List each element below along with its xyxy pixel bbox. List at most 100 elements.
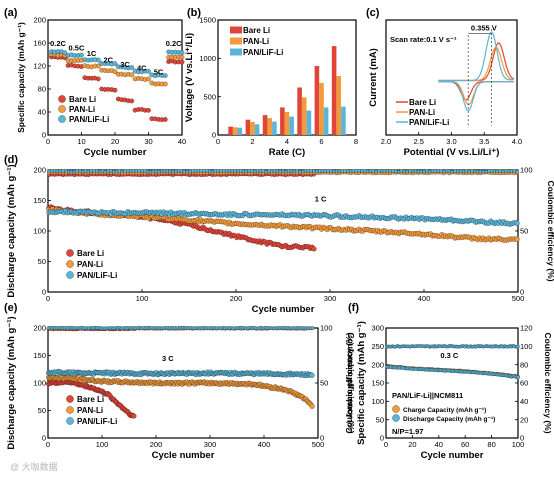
x-tick-label: 100 — [96, 440, 109, 449]
data-point — [129, 72, 135, 78]
y-tick-label: 50 — [38, 406, 46, 415]
legend-label: PAN-Li — [77, 406, 103, 415]
panel-label: (f) — [348, 302, 359, 314]
ce-point — [83, 169, 88, 173]
bar — [284, 112, 290, 135]
x-axis-label: Cycle number — [252, 304, 315, 315]
ce-point — [47, 169, 51, 174]
bar — [323, 107, 329, 135]
ce-point — [89, 169, 93, 173]
x-axis-label: Cycle number — [152, 450, 215, 461]
ce-point — [281, 169, 285, 174]
ce-point — [343, 169, 347, 173]
data-point — [179, 59, 185, 65]
capacity-point — [516, 375, 520, 380]
plot-frame — [47, 169, 519, 293]
x-tick-label: 60 — [461, 440, 469, 449]
x-tick-label: 40 — [435, 440, 443, 449]
data-point — [146, 76, 151, 82]
ce-point — [368, 169, 373, 174]
np-ratio-label: N/P=1.97 — [392, 427, 423, 436]
legend-label: PAN-Li — [243, 37, 269, 46]
rate-label: 4C — [137, 64, 147, 73]
y-tick-label: 0 — [380, 434, 384, 443]
data-point — [95, 57, 101, 63]
data-point — [79, 52, 84, 58]
x-tick-label: 6 — [319, 137, 323, 146]
ce-point — [382, 169, 387, 173]
legend-marker — [58, 115, 66, 123]
watermark: @ 大咖数据 — [10, 461, 58, 472]
y-tick-label: 50 — [376, 415, 384, 424]
y-tick-label: 250 — [371, 342, 384, 351]
y-tick-label: 300 — [371, 324, 384, 333]
ce-point — [244, 169, 249, 174]
data-point — [112, 61, 118, 66]
y-tick-label: 50 — [38, 257, 46, 266]
x-tick-label: 200 — [230, 294, 243, 303]
x-tick-label: 300 — [324, 294, 337, 303]
y-axis-label: Discharge capacity (mAh g⁻¹) — [6, 316, 17, 449]
capacity-point — [131, 413, 137, 419]
legend-label: Charge Capacity (mAh g⁻¹) — [403, 407, 486, 414]
x-axis-label: Potential (V vs.Li/Li⁺) — [404, 147, 500, 158]
y2-tick-label: 100 — [520, 166, 533, 175]
data-point — [146, 107, 151, 113]
y2-tick-label: 120 — [520, 324, 533, 333]
ce-point — [504, 169, 508, 173]
ce-point — [236, 169, 240, 173]
y-tick-label: 200 — [33, 324, 46, 333]
panel-label: (d) — [4, 154, 18, 166]
legend-marker — [58, 105, 66, 113]
y2-tick-label: 80 — [520, 360, 528, 369]
y2-axis-label: Coulombic efficiency (%) — [546, 180, 554, 281]
y2-tick-label: 40 — [520, 397, 528, 406]
rate-label: 0.3 C — [440, 351, 459, 360]
ce-point — [120, 169, 125, 174]
y-tick-label: 0 — [42, 131, 46, 140]
data-point — [162, 117, 168, 122]
data-point — [179, 50, 185, 55]
ce-point — [441, 169, 446, 174]
ce-point — [210, 169, 215, 174]
x-tick-label: 0 — [46, 137, 50, 146]
ce-point — [413, 169, 418, 174]
x-tick-label: 30 — [144, 137, 152, 146]
bar — [336, 76, 341, 135]
panel-e-cycling-3c: 0 100 200 300 400 500050100150200050100Cycle … — [4, 302, 356, 461]
y-tick-label: 150 — [371, 379, 384, 388]
ce-point — [388, 169, 392, 173]
bar — [250, 122, 255, 135]
data-point — [162, 73, 168, 78]
y-tick-label: 200 — [33, 16, 46, 25]
x-tick-label: 0 — [46, 440, 50, 449]
y-tick-label: 80 — [38, 85, 46, 94]
x-axis-label: Cycle number — [84, 147, 147, 158]
ce-point — [174, 169, 178, 174]
y-tick-label: 1500 — [199, 16, 216, 25]
legend-swatch — [396, 101, 408, 103]
ce-point — [439, 169, 443, 173]
y-tick-label: 1000 — [199, 54, 216, 63]
ce-point — [106, 169, 110, 173]
legend-label: Bare Li — [243, 26, 270, 35]
ce-point — [405, 169, 409, 174]
ce-point — [126, 169, 130, 173]
y2-axis-label: Coulombic efficiency (%) — [346, 332, 356, 433]
bar — [341, 106, 346, 135]
data-point — [95, 63, 101, 69]
panel-a-rate-capability: 0 10 20 30 40 0 40 80 120 160 200 Cycle number Speci… — [4, 7, 186, 158]
ce-point — [145, 169, 150, 174]
y-tick-label: 100 — [33, 379, 46, 388]
ce-point — [391, 168, 395, 173]
ce-point — [515, 169, 519, 174]
x-tick-label: 300 — [204, 440, 217, 449]
bar — [237, 127, 243, 135]
rate-label: 0.2C — [50, 39, 66, 48]
ce-point — [450, 169, 454, 174]
bar — [232, 127, 238, 135]
rate-label: 3C — [120, 60, 130, 69]
bar — [280, 107, 285, 135]
ce-point — [495, 169, 500, 174]
